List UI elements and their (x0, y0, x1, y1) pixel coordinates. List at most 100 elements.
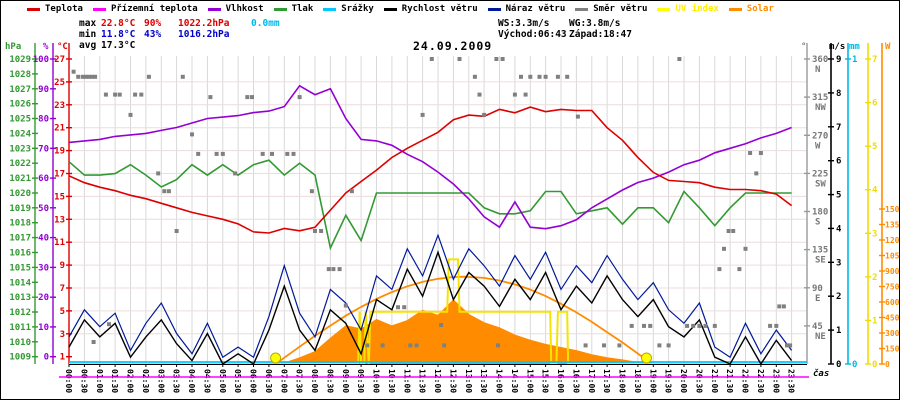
wind-direction-dot (537, 74, 542, 79)
svg-text:1: 1 (872, 316, 877, 326)
svg-text:19: 19 (54, 147, 65, 157)
svg-text:9: 9 (60, 261, 65, 271)
svg-text:1020: 1020 (9, 189, 31, 199)
svg-text:300: 300 (885, 329, 899, 338)
svg-text:0: 0 (885, 360, 890, 369)
svg-text:22:30: 22:30 (756, 369, 765, 393)
wind-direction-dot (494, 57, 499, 61)
wind-direction-dot (402, 305, 407, 310)
legend-item-8: UV index (657, 4, 719, 14)
svg-text:21:30: 21:30 (725, 369, 734, 393)
svg-text:1022: 1022 (9, 159, 31, 169)
svg-text:06:30: 06:30 (264, 369, 273, 393)
wind-direction-dot (657, 343, 662, 348)
svg-text:5: 5 (872, 142, 877, 152)
svg-text:m/s: m/s (829, 42, 845, 52)
wind-direction-dot (768, 323, 773, 328)
svg-text:80: 80 (38, 115, 49, 125)
wind-direction-dot (677, 57, 682, 61)
svg-text:S: S (815, 218, 820, 228)
wind-direction-dot (420, 112, 425, 117)
wind-direction-dot (414, 343, 419, 348)
svg-text:23:30: 23:30 (787, 369, 796, 393)
svg-text:750: 750 (885, 283, 899, 292)
svg-text:1350: 1350 (885, 221, 899, 230)
svg-text:60: 60 (38, 174, 49, 184)
svg-text:00:00: 00:00 (64, 369, 73, 393)
svg-text:90: 90 (812, 284, 823, 294)
sunset-marker (641, 352, 652, 364)
legend-label: Vlhkost (225, 4, 264, 14)
legend-label: Náraz větru (505, 4, 566, 14)
wind-direction-dot (93, 74, 98, 79)
svg-text:1: 1 (60, 353, 65, 363)
wind-direction-dot (103, 92, 108, 97)
svg-text:00:30: 00:30 (79, 369, 88, 393)
svg-text:50: 50 (38, 204, 49, 214)
svg-text:01:30: 01:30 (110, 369, 119, 393)
svg-text:1026: 1026 (9, 100, 31, 110)
svg-text:0: 0 (836, 360, 841, 370)
svg-text:600: 600 (885, 298, 899, 307)
wind-direction-dot (666, 343, 671, 348)
wind-direction-dot (785, 343, 789, 348)
wind-direction-dot (174, 229, 179, 233)
svg-text:0: 0 (852, 360, 857, 370)
svg-text:1009: 1009 (9, 353, 31, 363)
wind-direction-dot (365, 343, 370, 348)
wind-direction-dot (758, 151, 763, 155)
wind-direction-dot (313, 229, 317, 233)
wind-direction-dot (512, 92, 517, 97)
svg-text:08:00: 08:00 (310, 369, 319, 393)
legend-swatch-icon (575, 7, 589, 11)
svg-text:360: 360 (812, 55, 828, 65)
wind-direction-dot (156, 171, 161, 176)
svg-text:SE: SE (815, 256, 826, 266)
wind-direction-dot (80, 74, 85, 79)
legend-swatch-icon (657, 7, 671, 11)
wind-direction-dot (196, 151, 201, 156)
wind-direction-dot (726, 229, 731, 233)
wind-direction-dot (349, 189, 354, 194)
svg-text:1018: 1018 (9, 219, 31, 229)
wind-direction-dot (133, 92, 138, 97)
svg-text:03:00: 03:00 (156, 369, 165, 393)
svg-text:135: 135 (812, 246, 828, 256)
svg-text:10:00: 10:00 (372, 369, 381, 393)
wind-direction-dot (87, 74, 91, 79)
svg-text:25: 25 (54, 78, 65, 88)
svg-text:05:00: 05:00 (218, 369, 227, 393)
legend-swatch-icon (728, 7, 742, 11)
wind-direction-dot (408, 343, 413, 348)
svg-text:02:30: 02:30 (141, 369, 150, 393)
svg-text:°C: °C (57, 42, 68, 52)
wind-direction-dot (326, 267, 331, 272)
wind-direction-dot (245, 95, 250, 100)
wind-direction-dot (113, 92, 118, 97)
wind-direction-dot (565, 74, 570, 79)
svg-text:19:30: 19:30 (664, 369, 673, 393)
legend-item-5: Rychlost větru (383, 4, 478, 14)
svg-text:40: 40 (38, 234, 49, 244)
svg-text:17:00: 17:00 (587, 369, 596, 393)
svg-text:1024: 1024 (9, 129, 31, 139)
legend-item-0: Teplota (27, 4, 83, 14)
wind-direction-dot (457, 57, 462, 61)
svg-text:09:30: 09:30 (356, 369, 365, 393)
wind-direction-dot (91, 340, 96, 344)
svg-text:15: 15 (54, 192, 65, 202)
svg-text:1021: 1021 (9, 174, 31, 184)
svg-text:mm: mm (849, 42, 860, 52)
svg-text:45: 45 (812, 322, 823, 332)
svg-text:23:00: 23:00 (771, 369, 780, 393)
wind-direction-dot (250, 95, 254, 100)
wind-direction-dot (396, 305, 400, 310)
wind-direction-dot (71, 69, 76, 74)
svg-text:NW: NW (815, 103, 826, 113)
wind-direction-dot (754, 171, 759, 176)
svg-text:1014: 1014 (9, 278, 31, 288)
svg-text:70: 70 (38, 144, 49, 154)
svg-text:150: 150 (885, 345, 899, 354)
legend-swatch-icon (487, 7, 501, 11)
wind-direction-dot (146, 74, 151, 79)
